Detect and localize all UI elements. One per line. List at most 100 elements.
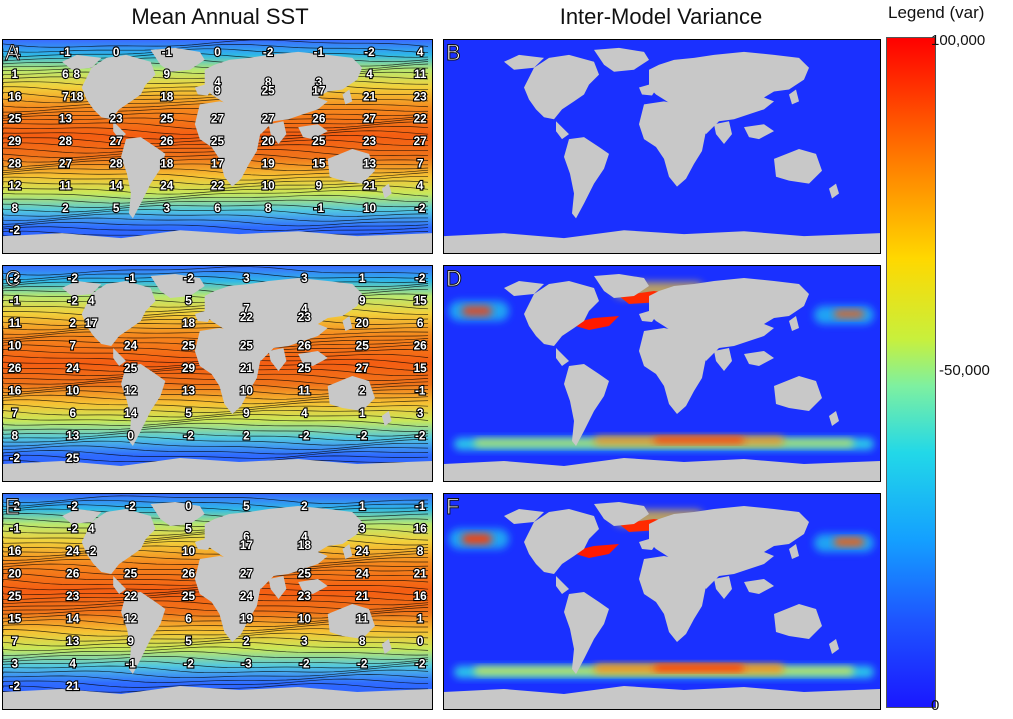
isotherm-label: 20 [8,566,22,580]
isotherm-label: 3 [301,271,308,285]
isotherm-label: 27 [211,112,225,126]
isotherm-label: 18 [160,89,174,103]
isotherm-label: -2 [68,293,79,307]
isotherm-label: 26 [8,361,22,375]
isotherm-label: 8 [12,428,19,442]
isotherm-label: -2 [10,679,21,693]
isotherm-label: 12 [124,611,138,625]
isotherm-label: -2 [10,451,21,465]
isotherm-label: -1 [60,45,71,59]
isotherm-label: -2 [10,499,21,513]
isotherm-label: 10 [262,179,276,193]
isotherm-label: 4 [301,406,308,420]
isotherm-label: -1 [125,271,136,285]
isotherm-label: 17 [85,316,99,330]
isotherm-label: 9 [243,406,250,420]
isotherm-label: 0 [214,45,221,59]
isotherm-label: 25 [8,112,22,126]
isotherm-label: 15 [8,611,22,625]
isotherm-label: 24 [356,544,370,558]
isotherm-label: 9 [316,179,323,193]
isotherm-label: 24 [66,361,80,375]
isotherm-label: 4 [88,293,95,307]
isotherm-label: 3 [12,656,19,670]
isotherm-label: 27 [110,134,124,148]
isotherm-label: 6 [214,201,221,215]
isotherm-label: 0 [113,45,120,59]
isotherm-label: 24 [66,544,80,558]
isotherm-label: -2 [357,656,368,670]
isotherm-label: -1 [10,45,21,59]
isotherm-label: -2 [183,656,194,670]
isotherm-label: 17 [240,538,254,552]
colorbar-tick-max: 100,000 [931,32,986,49]
isotherm-label: 6 [69,406,76,420]
panel-label-a: A [5,40,21,66]
isotherm-label: -2 [357,428,368,442]
isotherm-label: 24 [160,179,174,193]
isotherm-label: 12 [124,383,138,397]
isotherm-label: 26 [182,566,196,580]
isotherm-label: 1 [417,611,424,625]
isotherm-label: 24 [240,589,254,603]
isotherm-label: 15 [414,361,428,375]
isotherm-label: 1 [12,67,19,81]
isotherm-label: 3 [417,406,424,420]
isotherm-label: 9 [164,67,171,81]
panel-label-e: E [5,494,21,520]
isotherm-label: -1 [10,521,21,535]
isotherm-label: 5 [185,406,192,420]
isotherm-label: 13 [59,112,73,126]
isotherm-label: 5 [185,634,192,648]
isotherm-label: 9 [127,634,134,648]
isotherm-label: 21 [240,361,254,375]
isotherm-label: 29 [8,134,22,148]
isotherm-label: 1 [359,499,366,513]
panel-label-d: D [446,266,463,292]
isotherm-label: -2 [299,428,310,442]
isotherm-label: 26 [160,134,174,148]
variance-colorbar [886,37,936,708]
isotherm-label: 4 [366,67,373,81]
isotherm-label: -2 [263,45,274,59]
isotherm-label: 21 [356,589,370,603]
panel-e-mean-sst: -2 -2 -2 0 5 2 1 -1 -1 -2 4 5 6 4 3 16 16 24 -2 10 17 18 24 8 20… [2,493,433,710]
isotherm-label: 6 [62,67,69,81]
isotherm-label: 15 [312,156,326,170]
isotherm-label: 17 [312,83,326,97]
isotherm-label: 27 [414,134,428,148]
isotherm-label: 6 [243,529,250,543]
isotherm-label: -2 [68,521,79,535]
isotherm-label: 8 [417,544,424,558]
isotherm-label: 13 [66,428,80,442]
isotherm-label: 5 [185,293,192,307]
panel-a-mean-sst: -1 -1 0 -1 0 -2 -1 -2 4 1 6 8 9 4 8 3 4 11 16 7 18 18 9 25 17 21 2… [2,39,433,254]
legend-title: Legend (var) [888,3,985,22]
isotherm-label: -3 [241,656,252,670]
isotherm-label: 25 [240,338,254,352]
isotherm-label: 15 [414,293,428,307]
isotherm-label: 5 [185,521,192,535]
isotherm-label: 21 [363,179,377,193]
isotherm-label: 13 [363,156,377,170]
isotherm-label: 13 [66,634,80,648]
isotherm-label: -1 [415,499,426,513]
isotherm-label: 21 [363,89,377,103]
isotherm-label: 5 [243,499,250,513]
isotherm-label: 8 [12,201,19,215]
isotherm-label: 22 [211,179,225,193]
isotherm-label: 7 [417,156,424,170]
isotherm-label: 23 [110,112,124,126]
isotherm-label: 20 [356,316,370,330]
isotherm-label: 23 [298,310,312,324]
isotherm-label: 2 [243,634,250,648]
isotherm-label: 11 [298,383,311,397]
panel-label-b: B [446,40,462,66]
isotherm-label: 8 [359,634,366,648]
isotherm-label: 12 [8,179,22,193]
right-column-title: Inter-Model Variance [559,4,763,29]
isotherm-label: 14 [124,406,138,420]
isotherm-label: 22 [124,589,138,603]
